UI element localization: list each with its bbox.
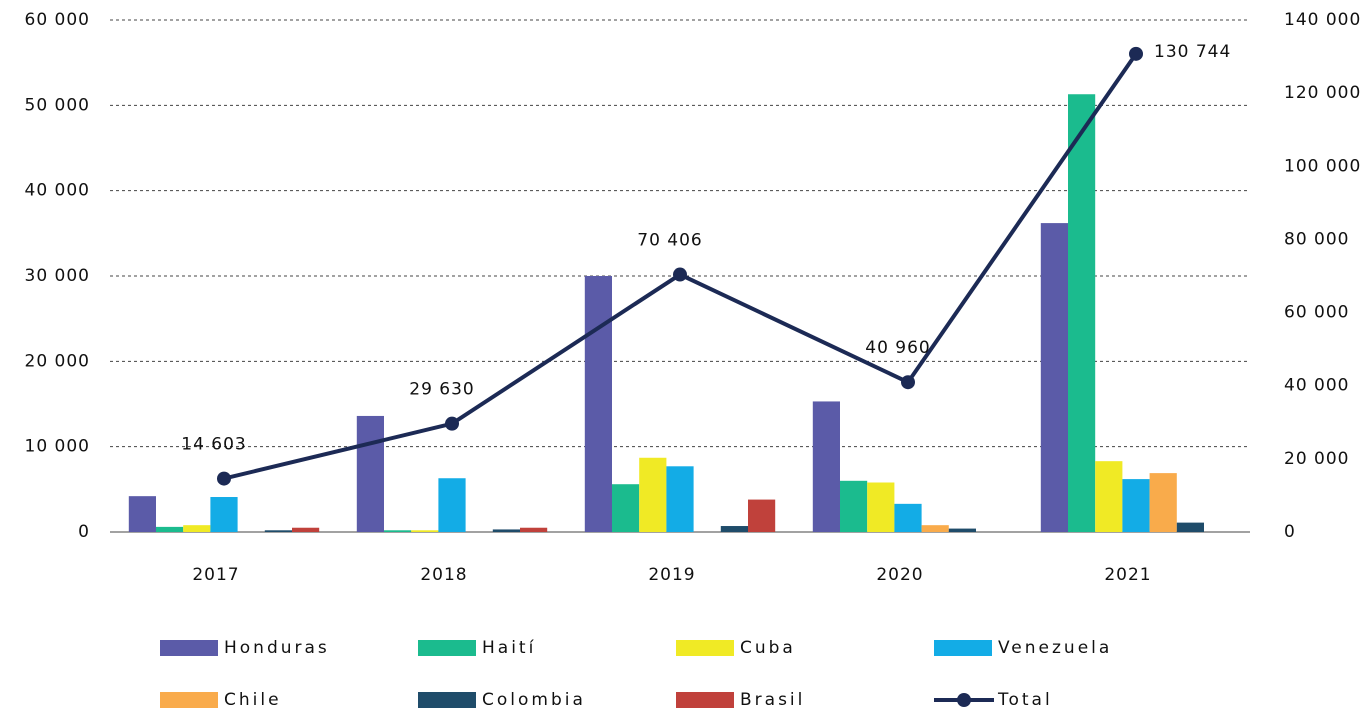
data-label: 29 630	[409, 380, 474, 400]
legend-label: Venezuela	[998, 638, 1112, 658]
legend-label: Total	[997, 690, 1053, 710]
bar	[183, 525, 211, 532]
legend-label: Colombia	[482, 690, 586, 710]
data-label: 70 406	[637, 231, 702, 251]
bar	[264, 530, 292, 532]
legend-swatch	[676, 692, 734, 708]
line-point	[445, 416, 459, 431]
legend-label: Chile	[224, 690, 282, 710]
y2-tick-label: 0	[1284, 522, 1296, 542]
line-point	[673, 267, 687, 282]
legend-swatch	[418, 692, 476, 708]
legend-swatch	[676, 640, 734, 656]
y2-tick-label: 40 000	[1284, 376, 1349, 396]
line	[223, 52, 1138, 481]
y-tick-label: 30 000	[25, 266, 90, 286]
bar	[612, 484, 640, 532]
y2-tick-label: 100 000	[1284, 156, 1361, 176]
bar	[1068, 94, 1096, 533]
bar	[292, 527, 320, 532]
bar	[1149, 473, 1177, 532]
line-point	[1129, 46, 1143, 61]
y2-tick-label: 20 000	[1284, 449, 1349, 469]
x-tick-label: 2020	[876, 565, 923, 585]
y-tick-label: 50 000	[25, 95, 90, 115]
bar	[1176, 522, 1204, 532]
legend-swatch	[160, 692, 218, 708]
y2-tick-label: 120 000	[1284, 83, 1361, 103]
bar	[867, 482, 895, 532]
bar	[639, 457, 667, 532]
bar	[156, 526, 184, 532]
data-label: 130 744	[1154, 42, 1231, 62]
bar	[438, 478, 466, 532]
legend-swatch	[418, 640, 476, 656]
bar	[210, 497, 238, 532]
y2-tick-label: 80 000	[1284, 229, 1349, 249]
y-tick-label: 0	[78, 522, 90, 542]
bar	[720, 526, 748, 532]
bar	[520, 527, 548, 532]
y-tick-label: 60 000	[25, 10, 90, 30]
bar	[1040, 223, 1068, 533]
y-tick-label: 10 000	[25, 437, 90, 457]
data-label: 14 603	[181, 435, 246, 455]
y-tick-label: 20 000	[25, 351, 90, 371]
bar	[411, 530, 439, 532]
y2-tick-label: 140 000	[1284, 10, 1361, 30]
bar	[584, 276, 612, 532]
legend-label: Brasil	[740, 690, 805, 710]
bar	[492, 529, 520, 532]
legend-swatch	[934, 640, 992, 656]
bar	[894, 503, 922, 532]
bar	[948, 528, 976, 532]
legend-label: Haití	[482, 638, 536, 658]
x-tick-label: 2021	[1104, 565, 1151, 585]
y-tick-label: 40 000	[25, 181, 90, 201]
bar	[1095, 461, 1123, 532]
bar	[666, 466, 694, 532]
x-tick-label: 2017	[192, 565, 239, 585]
x-tick-label: 2018	[420, 565, 467, 585]
legend-label: Cuba	[740, 638, 796, 658]
bar	[812, 401, 840, 532]
bar	[128, 496, 156, 532]
bar	[748, 499, 776, 532]
bar	[356, 415, 384, 532]
data-label: 40 960	[865, 338, 930, 358]
bar	[921, 525, 949, 532]
x-tick-label: 2019	[648, 565, 695, 585]
legend-swatch	[957, 693, 971, 707]
y2-tick-label: 60 000	[1284, 303, 1349, 323]
legend-label: Honduras	[224, 638, 330, 658]
bar	[384, 530, 412, 532]
line-point	[217, 471, 231, 486]
bar	[840, 480, 868, 532]
legend-swatch	[160, 640, 218, 656]
line-point	[901, 375, 915, 390]
bar	[1122, 479, 1150, 532]
